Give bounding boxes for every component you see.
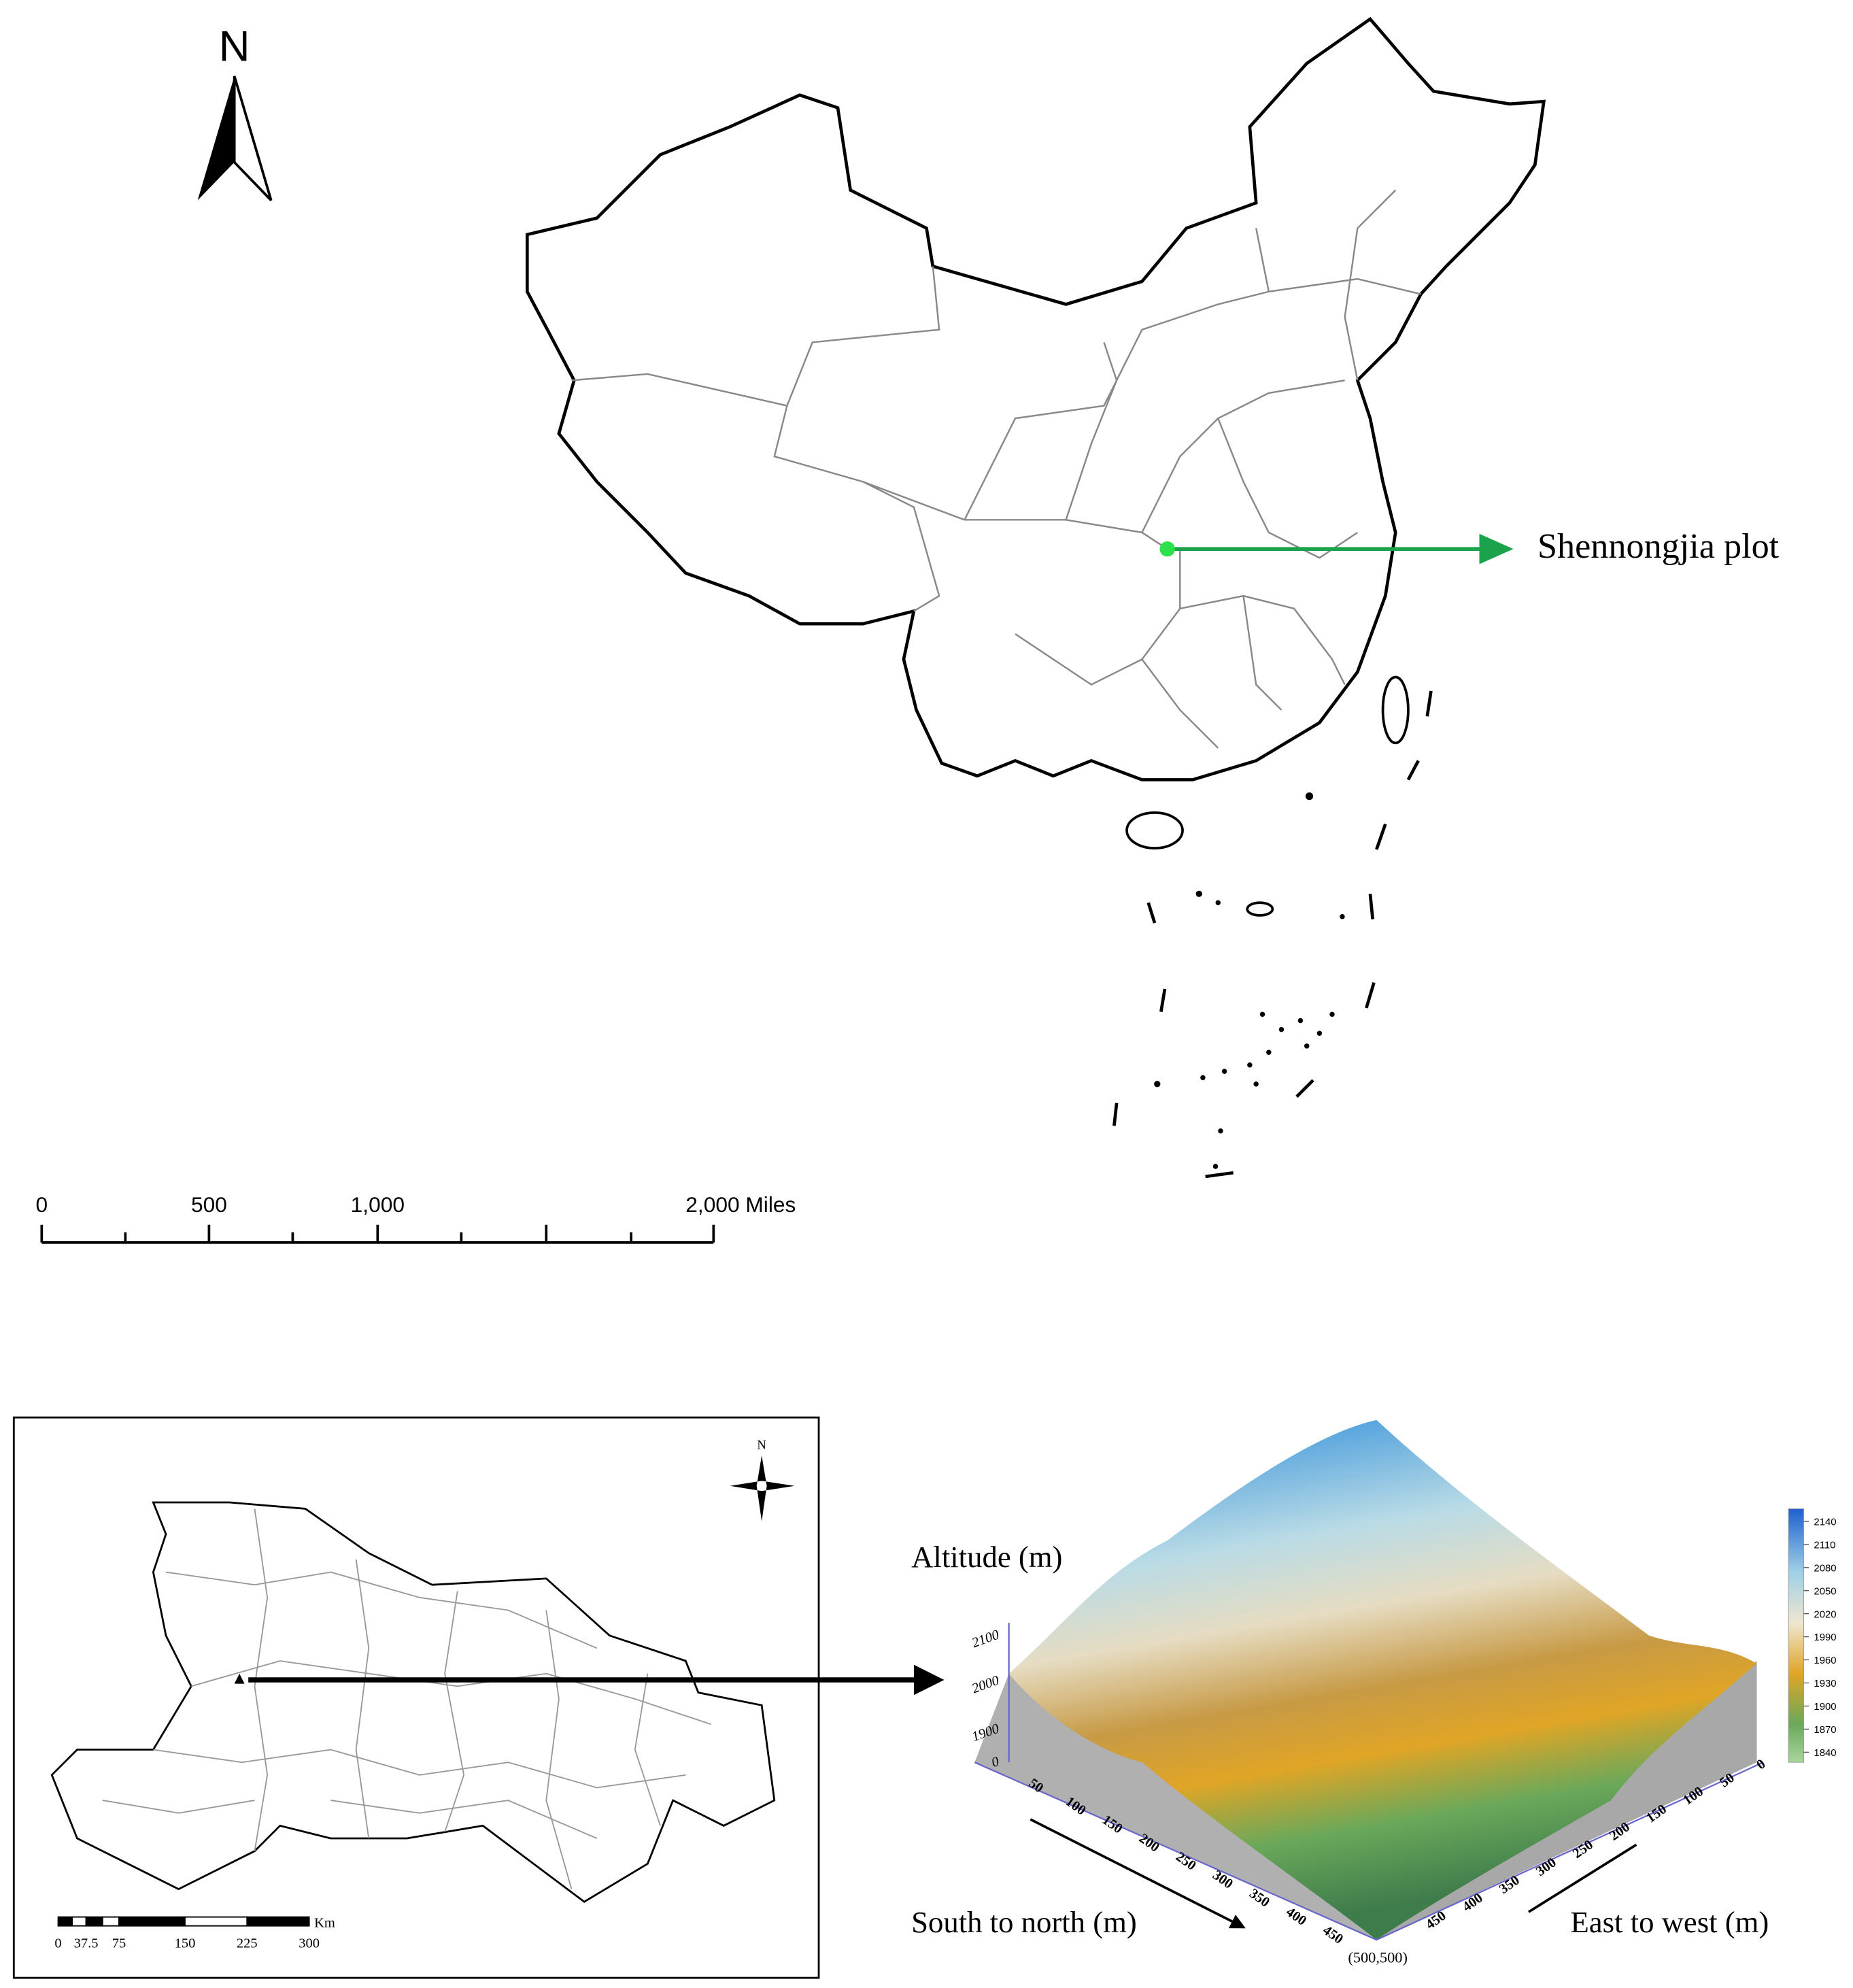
base-axes: [974, 1762, 1764, 1941]
north-arrow-left: [197, 75, 235, 201]
inset-scale-label: 75: [112, 1936, 126, 1951]
colorbar-label: 1990: [1814, 1632, 1836, 1643]
scale-label: 500: [191, 1192, 227, 1217]
scale-segment: [246, 1916, 310, 1927]
north-arrow-right: [233, 75, 273, 201]
wall-left: [974, 1673, 1377, 1940]
hainan: [1125, 811, 1184, 849]
colorbar-label: 2050: [1814, 1586, 1836, 1597]
compass-rose: [730, 1455, 795, 1521]
province-borders: [571, 189, 1421, 749]
scale-segment: [57, 1916, 73, 1927]
inset-scale-bar: [57, 1916, 310, 1927]
terrain-surface: [1008, 1419, 1757, 1940]
y-direction-arrow: [1527, 1843, 1637, 1913]
y-axis-title: East to west (m): [1570, 1905, 1769, 1939]
inset-scale-label: 225: [237, 1936, 258, 1951]
z-axis-title: Altitude (m): [911, 1540, 1062, 1574]
colorbar-label: 1930: [1814, 1679, 1836, 1689]
sea-boundary: [1112, 690, 1433, 1179]
colorbar-label: 1960: [1814, 1655, 1836, 1666]
colorbar-label: 2140: [1814, 1517, 1836, 1528]
hubei-outline: [50, 1501, 776, 1903]
y-tick-label: 0: [1754, 1757, 1768, 1773]
scale-label: 2,000 Miles: [685, 1192, 796, 1217]
scale-label: 1,000: [351, 1192, 405, 1217]
scale-segment: [101, 1916, 120, 1927]
scale-segment: [184, 1916, 248, 1927]
x-axis-title: South to north (m): [911, 1905, 1137, 1939]
x-direction-arrow: [1030, 1818, 1246, 1929]
inset-scale-label: 37.5: [74, 1936, 99, 1951]
plot-location: [1159, 541, 1175, 557]
scale-label: 0: [36, 1192, 48, 1217]
corner-label: (500,500): [1348, 1949, 1408, 1966]
colorbar-label: 1840: [1814, 1748, 1836, 1759]
inset-scale-unit: Km: [314, 1916, 335, 1931]
inset-scale-label: 300: [299, 1936, 320, 1951]
county-borders: [102, 1509, 711, 1889]
plot-label: Shennongjia plot: [1537, 526, 1780, 566]
scale-segment: [71, 1916, 87, 1927]
island: [1246, 901, 1274, 917]
colorbar-label: 1870: [1814, 1725, 1836, 1736]
taiwan: [1381, 675, 1410, 745]
scale-ticks: [40, 1224, 715, 1243]
x-tick-label: 450: [1320, 1923, 1346, 1947]
z-tick-label: 2000: [970, 1673, 1001, 1697]
inset-north-label: N: [757, 1438, 766, 1453]
colorbar-label: 1900: [1814, 1702, 1836, 1713]
north-label: N: [219, 22, 250, 70]
colorbar-label: 2080: [1814, 1563, 1836, 1574]
scale-segment: [118, 1916, 186, 1927]
inset-scale-label: 0: [54, 1936, 61, 1951]
colorbar: [1788, 1508, 1804, 1763]
z-tick-label: 2100: [970, 1628, 1001, 1651]
china-outline: [525, 16, 1546, 781]
plot-triangle: [234, 1673, 245, 1684]
colorbar-label: 2020: [1814, 1609, 1836, 1620]
scale-segment: [85, 1916, 103, 1927]
colorbar-label: 2110: [1814, 1540, 1835, 1551]
islands: [1154, 792, 1345, 1169]
inset-scale-label: 150: [175, 1936, 196, 1951]
